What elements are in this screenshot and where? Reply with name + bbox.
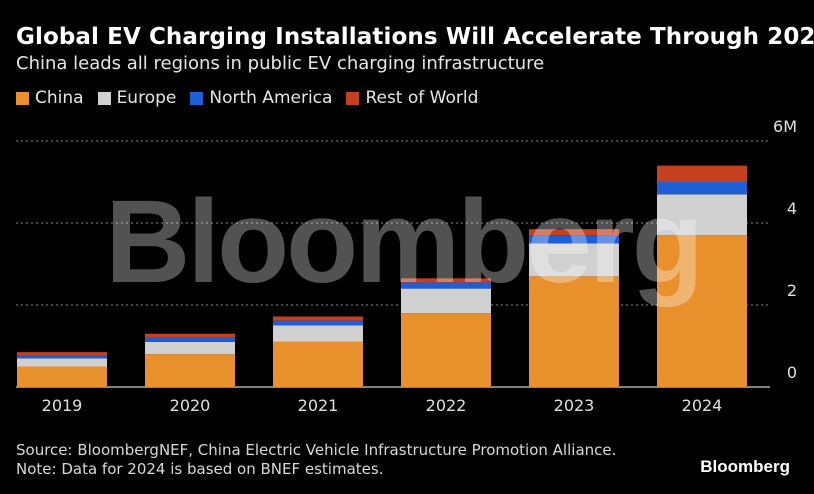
bloomberg-logo: Bloomberg <box>700 457 790 476</box>
legend-label-china: China <box>35 88 84 108</box>
y-tick-label: 6M <box>773 117 797 136</box>
bar-2024-europe <box>657 194 747 236</box>
legend-swatch-china <box>16 91 29 105</box>
bar-2024-north-america <box>657 182 747 195</box>
bar-2019-rest-of-world <box>17 352 107 356</box>
x-axis-labels: 2019 2020 2021 2022 2023 2024 <box>42 396 723 415</box>
legend-swatch-europe <box>97 91 111 105</box>
bloomberg-watermark: Bloomberg <box>105 176 701 308</box>
y-axis-labels: 0 2 4 6M <box>773 117 797 382</box>
legend-label-north-america: North America <box>209 88 333 108</box>
bar-2019-europe <box>17 358 107 367</box>
bar-2019-north-america <box>17 355 107 359</box>
bar-2021-north-america <box>273 320 363 326</box>
bar-2020-europe <box>145 341 235 355</box>
legend-item-rest-of-world: Rest of World <box>346 88 478 108</box>
x-tick-label: 2019 <box>42 396 83 415</box>
bar-2021-europe <box>273 325 363 342</box>
bar-2020-rest-of-world <box>145 333 235 338</box>
x-tick-label: 2021 <box>298 396 339 415</box>
x-tick-label: 2023 <box>554 396 595 415</box>
bar-2020-china <box>145 354 235 387</box>
bar-2019-china <box>17 366 107 387</box>
footer: Source: BloombergNEF, China Electric Veh… <box>16 441 616 479</box>
bar-2024-rest-of-world <box>657 165 747 182</box>
bars-layer <box>17 165 747 387</box>
bar-2021-rest-of-world <box>273 316 363 321</box>
legend-swatch-rest-of-world <box>346 91 360 105</box>
legend-label-rest-of-world: Rest of World <box>365 88 479 108</box>
x-tick-label: 2022 <box>426 396 467 415</box>
estimate-note: Note: Data for 2024 is based on BNEF est… <box>16 460 384 478</box>
y-tick-label: 2 <box>787 281 797 300</box>
legend: China Europe North America Rest of World <box>16 88 478 108</box>
y-tick-label: 0 <box>787 363 797 382</box>
legend-swatch-north-america <box>190 91 204 105</box>
legend-item-china: China <box>16 88 84 108</box>
legend-item-europe: Europe <box>97 88 177 108</box>
legend-label-europe: Europe <box>116 88 177 108</box>
x-tick-label: 2020 <box>170 396 211 415</box>
chart-title: Global EV Charging Installations Will Ac… <box>16 24 814 50</box>
bar-2023-europe <box>529 243 619 277</box>
bar-2022-europe <box>401 288 491 314</box>
bar-2023-rest-of-world <box>529 229 619 236</box>
source-note: Source: BloombergNEF, China Electric Veh… <box>16 441 617 459</box>
bar-2024-china <box>657 235 747 387</box>
bar-2023-china <box>529 276 619 387</box>
bar-2020-north-america <box>145 337 235 342</box>
legend-item-north-america: North America <box>190 88 332 108</box>
bar-2022-north-america <box>401 282 491 289</box>
x-tick-label: 2024 <box>682 396 723 415</box>
chart-subtitle: China leads all regions in public EV cha… <box>16 53 545 74</box>
grid-layer <box>16 140 770 388</box>
bar-2021-china <box>273 341 363 387</box>
y-tick-label: 4 <box>787 199 797 218</box>
bar-2022-china <box>401 313 491 387</box>
bar-2023-north-america <box>529 235 619 244</box>
bar-2022-rest-of-world <box>401 278 491 283</box>
